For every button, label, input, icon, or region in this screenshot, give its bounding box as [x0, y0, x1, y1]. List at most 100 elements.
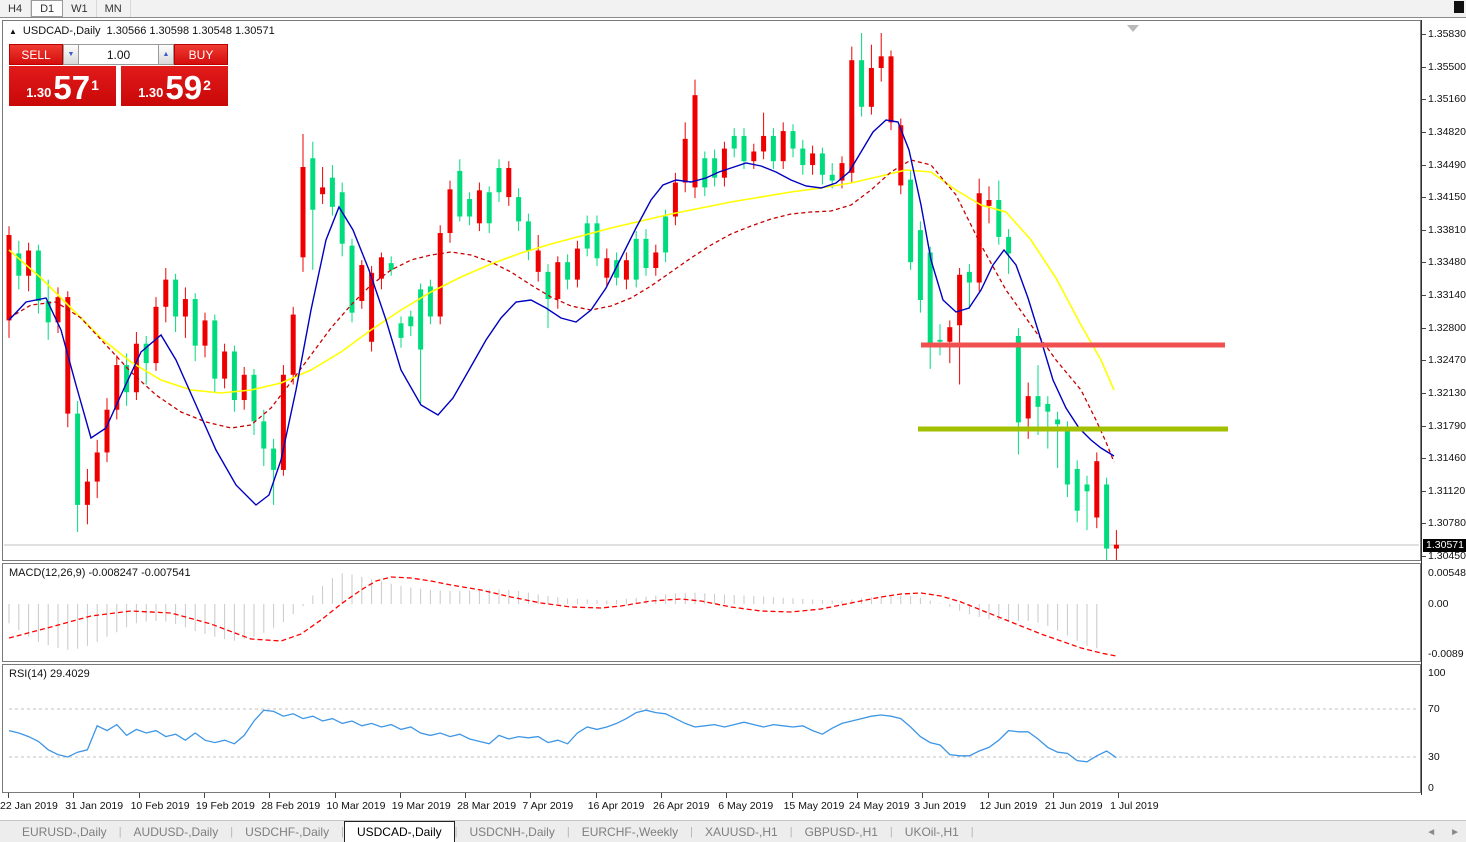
price-tick-mark: [1422, 490, 1426, 492]
time-tick-label: 19 Feb 2019: [195, 800, 255, 812]
indicator-tick-label: 0.00: [1428, 598, 1449, 610]
candle-body: [643, 238, 649, 268]
candle-body: [1113, 544, 1119, 549]
tab-separator: |: [118, 825, 122, 838]
timeframe-button-h4[interactable]: H4: [0, 0, 32, 17]
time-tick-label: 22 Jan 2019: [0, 800, 58, 812]
time-tick-mark: [8, 793, 9, 798]
volume-input[interactable]: [79, 44, 158, 65]
tab-usdcnhdaily[interactable]: USDCNH-,Daily: [469, 824, 555, 839]
tab-eurusddaily[interactable]: EURUSD-,Daily: [22, 824, 107, 839]
candle-body: [408, 316, 414, 327]
candle-body: [839, 163, 845, 181]
timeframe-button-d1[interactable]: D1: [31, 0, 64, 17]
timeframe-button-w1[interactable]: W1: [63, 0, 97, 17]
time-tick-mark: [73, 793, 75, 798]
candle-body: [192, 299, 198, 346]
time-tick-mark: [987, 793, 989, 798]
buy-price-pips: 59: [165, 69, 203, 106]
price-tick-label: 1.34820: [1428, 125, 1466, 138]
tab-ukoilh1[interactable]: UKOil-,H1: [904, 824, 959, 839]
tab-separator: |: [690, 825, 694, 838]
tab-scroll-arrows: ◄ ►: [1426, 821, 1460, 842]
tab-scroll-left-icon[interactable]: ◄: [1426, 826, 1437, 838]
candle-body: [829, 174, 835, 181]
price-tick-label: 1.32470: [1428, 354, 1466, 367]
tab-separator: |: [566, 825, 570, 838]
time-tick-label: 24 May 2019: [848, 800, 910, 812]
price-axis[interactable]: 1.30571 1.35830 1.35500 1.35160 1.34820 1.34…: [1421, 20, 1466, 795]
current-price-tag: 1.30571: [1423, 538, 1466, 552]
time-tick-label: 10 Feb 2019: [130, 800, 190, 812]
timeframe-button-mn[interactable]: MN: [97, 0, 131, 17]
candle-body: [800, 148, 806, 166]
timeframe-toolbar: H4 D1 W1 MN: [0, 0, 1466, 18]
collapse-panel-icon[interactable]: ▲: [9, 26, 17, 36]
candle-body: [329, 177, 335, 207]
candle-body: [1045, 403, 1051, 412]
price-tick-mark: [1422, 262, 1426, 264]
rsi-line: [8, 709, 1117, 763]
price-chart-canvas[interactable]: [3, 21, 1420, 560]
candle-body: [1084, 484, 1090, 492]
buy-price-box[interactable]: 1.30 59 2: [121, 66, 228, 106]
time-tick-label: 21 Jun 2019: [1044, 800, 1103, 812]
time-tick-mark: [1052, 793, 1054, 798]
tab-eurchfweekly[interactable]: EURCHF-,Weekly: [581, 824, 679, 839]
price-tick-label: 1.33480: [1428, 256, 1466, 269]
tab-audusddaily[interactable]: AUDUSD-,Daily: [133, 824, 219, 839]
candle-body: [202, 320, 208, 346]
time-tick-mark: [530, 793, 532, 798]
candle-body: [437, 233, 443, 317]
rsi-canvas[interactable]: [3, 665, 1420, 792]
sell-price-box[interactable]: 1.30 57 1: [9, 66, 116, 106]
tab-scroll-right-icon[interactable]: ►: [1450, 826, 1460, 838]
time-tick-mark: [334, 793, 336, 798]
candle-body: [516, 197, 522, 222]
rsi-indicator-panel: RSI(14) 29.4029: [2, 664, 1421, 793]
one-click-trading-widget: SELL ▼ ▲ BUY 1.30 57 1 1.30 59: [9, 44, 228, 106]
volume-decrease-button[interactable]: ▼: [63, 44, 79, 65]
chart-shift-marker-icon[interactable]: [1127, 25, 1139, 32]
time-tick-label: 15 May 2019: [783, 800, 845, 812]
time-tick-mark: [661, 793, 662, 798]
sell-button[interactable]: SELL: [9, 44, 63, 65]
buy-button[interactable]: BUY: [174, 44, 228, 65]
price-tick-mark: [1422, 197, 1426, 199]
candle-body: [741, 135, 747, 162]
price-tick-mark: [1422, 327, 1426, 329]
candle-body: [957, 274, 963, 326]
price-tick-mark: [1422, 425, 1426, 427]
candle-body: [810, 153, 816, 166]
price-tick-label: 1.32130: [1428, 386, 1466, 399]
candle-body: [672, 182, 678, 217]
candle-body: [1064, 429, 1070, 485]
candle-body: [427, 286, 433, 317]
tab-usdcaddaily[interactable]: USDCAD-,Daily: [343, 821, 455, 842]
volume-increase-button[interactable]: ▲: [158, 44, 174, 65]
price-tick-label: 1.31120: [1428, 484, 1466, 497]
candle-body: [94, 452, 100, 482]
candle-body: [604, 258, 610, 278]
tab-xauusdh1[interactable]: XAUUSD-,H1: [705, 824, 778, 839]
candle-body: [6, 234, 12, 321]
time-tick-mark: [138, 793, 140, 798]
time-tick-mark: [856, 793, 858, 798]
time-tick-mark: [465, 793, 467, 798]
candle-body: [261, 421, 267, 449]
time-axis[interactable]: 22 Jan 2019 31 Jan 2019 10 Feb 2019 19 Feb …: [0, 793, 1421, 819]
price-tick-mark: [1422, 34, 1426, 35]
chart-symbol-label: USDCAD-,Daily: [22, 25, 101, 37]
candle-body: [908, 179, 914, 263]
candle-body: [1074, 468, 1080, 511]
candle-body: [75, 413, 81, 505]
time-tick-mark: [203, 793, 205, 798]
tab-usdchfdaily[interactable]: USDCHF-,Daily: [245, 824, 330, 839]
candle-body: [721, 148, 727, 178]
candle-body: [780, 131, 786, 162]
price-tick-mark: [1422, 164, 1426, 166]
tab-gbpusdh1[interactable]: GBPUSD-,H1: [804, 824, 878, 839]
macd-canvas[interactable]: [3, 564, 1420, 661]
spinner-down-icon: ▼: [67, 51, 75, 58]
